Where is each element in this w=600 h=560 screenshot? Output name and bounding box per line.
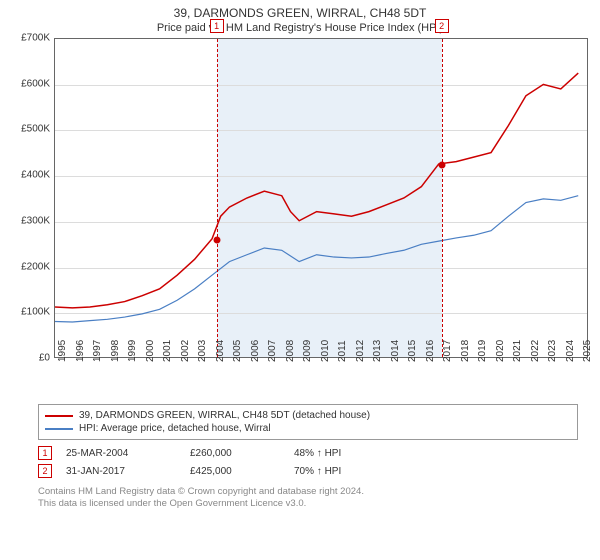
x-axis-label: 1996 [75, 340, 86, 362]
footer-line: Contains HM Land Registry data © Crown c… [38, 486, 600, 498]
x-axis-label: 2021 [512, 340, 523, 362]
footer-line: This data is licensed under the Open Gov… [38, 498, 600, 510]
x-axis-label: 2018 [460, 340, 471, 362]
x-axis-label: 2024 [565, 340, 576, 362]
sales-table: 1 25-MAR-2004 £260,000 48% ↑ HPI 2 31-JA… [38, 444, 600, 480]
x-axis-label: 2023 [547, 340, 558, 362]
series-hpi [55, 196, 578, 322]
x-axis-label: 2019 [477, 340, 488, 362]
x-axis-label: 2011 [337, 340, 348, 362]
legend-item: 39, DARMONDS GREEN, WIRRAL, CH48 5DT (de… [45, 409, 571, 422]
marker-dot [438, 161, 445, 168]
x-axis-label: 2007 [267, 340, 278, 362]
legend-item: HPI: Average price, detached house, Wirr… [45, 422, 571, 435]
x-axis-label: 2016 [425, 340, 436, 362]
x-axis-label: 2003 [197, 340, 208, 362]
marker-dot [213, 237, 220, 244]
marker-box: 1 [210, 19, 224, 33]
sales-row: 2 31-JAN-2017 £425,000 70% ↑ HPI [38, 462, 600, 480]
page-title: 39, DARMONDS GREEN, WIRRAL, CH48 5DT [0, 0, 600, 20]
x-axis-label: 2005 [232, 340, 243, 362]
x-axis-label: 2009 [302, 340, 313, 362]
sale-date: 25-MAR-2004 [66, 448, 176, 459]
x-axis-label: 1997 [92, 340, 103, 362]
sale-date: 31-JAN-2017 [66, 466, 176, 477]
x-axis-label: 2020 [495, 340, 506, 362]
marker-line [442, 39, 443, 357]
chart-plot: 12 [54, 38, 588, 358]
x-axis-label: 2002 [180, 340, 191, 362]
y-axis-label: £0 [39, 353, 50, 364]
x-axis-label: 2010 [320, 340, 331, 362]
x-axis-label: 2000 [145, 340, 156, 362]
marker-line [217, 39, 218, 357]
y-axis-label: £100K [21, 307, 50, 318]
x-axis-label: 2015 [407, 340, 418, 362]
legend-swatch [45, 428, 73, 430]
x-axis-label: 1995 [57, 340, 68, 362]
y-axis-label: £600K [21, 78, 50, 89]
sale-price: £260,000 [190, 448, 280, 459]
chart-lines [55, 39, 587, 357]
y-axis-label: £200K [21, 261, 50, 272]
page-subtitle: Price paid vs. HM Land Registry's House … [0, 20, 600, 38]
sale-pct: 70% ↑ HPI [294, 466, 384, 477]
footer: Contains HM Land Registry data © Crown c… [38, 486, 600, 511]
x-axis-label: 1999 [127, 340, 138, 362]
x-axis-label: 2017 [442, 340, 453, 362]
x-axis-label: 2008 [285, 340, 296, 362]
x-axis-label: 2001 [162, 340, 173, 362]
series-property [55, 73, 578, 308]
sale-pct: 48% ↑ HPI [294, 448, 384, 459]
chart: 12 £0£100K£200K£300K£400K£500K£600K£700K… [36, 38, 596, 398]
y-axis-label: £400K [21, 170, 50, 181]
y-axis-label: £300K [21, 215, 50, 226]
x-axis-label: 2014 [390, 340, 401, 362]
x-axis-label: 2022 [530, 340, 541, 362]
x-axis-label: 2004 [215, 340, 226, 362]
sale-price: £425,000 [190, 466, 280, 477]
legend-swatch [45, 415, 73, 417]
x-axis-label: 2006 [250, 340, 261, 362]
legend: 39, DARMONDS GREEN, WIRRAL, CH48 5DT (de… [38, 404, 578, 440]
x-axis-label: 1998 [110, 340, 121, 362]
legend-label: 39, DARMONDS GREEN, WIRRAL, CH48 5DT (de… [79, 410, 370, 421]
marker-box: 2 [435, 19, 449, 33]
legend-label: HPI: Average price, detached house, Wirr… [79, 423, 271, 434]
sale-marker-icon: 1 [38, 446, 52, 460]
x-axis-label: 2025 [582, 340, 593, 362]
sale-marker-icon: 2 [38, 464, 52, 478]
sales-row: 1 25-MAR-2004 £260,000 48% ↑ HPI [38, 444, 600, 462]
x-axis-label: 2012 [355, 340, 366, 362]
y-axis-label: £700K [21, 33, 50, 44]
y-axis-label: £500K [21, 124, 50, 135]
x-axis-label: 2013 [372, 340, 383, 362]
